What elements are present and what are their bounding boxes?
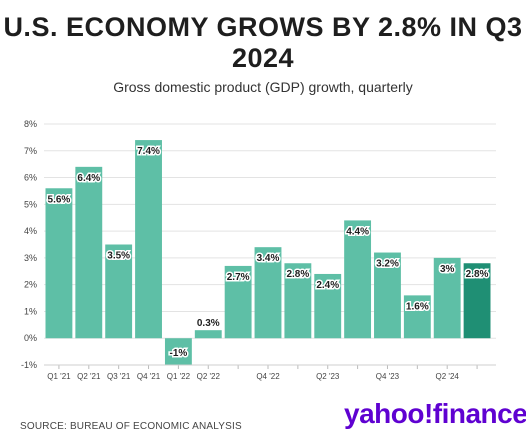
data-label: 2.8% xyxy=(286,269,309,280)
x-tick-label: Q3 '21 xyxy=(107,372,131,381)
y-tick-label: 8% xyxy=(24,119,37,129)
y-tick-label: 2% xyxy=(24,280,37,290)
bar xyxy=(314,273,342,339)
y-tick-label: 3% xyxy=(24,253,37,263)
bar xyxy=(194,330,222,339)
x-tick-label: Q4 '21 xyxy=(137,372,161,381)
data-label: -1% xyxy=(170,348,188,359)
bar xyxy=(164,338,192,365)
x-tick-label: Q1 '22 xyxy=(167,372,191,381)
bar xyxy=(374,252,401,339)
bar xyxy=(105,244,133,339)
data-label: 6.4% xyxy=(77,173,100,184)
x-tick-label: Q4 '22 xyxy=(256,372,280,381)
data-label: 1.6% xyxy=(406,301,429,312)
y-tick-label: 6% xyxy=(24,173,37,183)
chart-subtitle: Gross domestic product (GDP) growth, qua… xyxy=(113,79,413,95)
data-label: 2.7% xyxy=(227,272,250,283)
data-label: 4.4% xyxy=(346,226,369,237)
y-tick-label: 1% xyxy=(24,306,37,316)
y-tick-label: 7% xyxy=(24,146,37,156)
data-label: 7.4% xyxy=(137,146,160,157)
y-tick-label: 0% xyxy=(24,333,37,343)
chart-title: U.S. ECONOMY GROWS BY 2.8% IN Q3 2024 xyxy=(3,12,523,73)
x-tick-label: Q4 '23 xyxy=(376,372,400,381)
bar xyxy=(403,295,431,339)
yahoo-finance-logo: yahoo!finance xyxy=(344,398,526,429)
data-label: 3% xyxy=(440,264,455,275)
bar xyxy=(224,265,252,339)
bar xyxy=(433,257,461,339)
data-label: 5.6% xyxy=(48,194,71,205)
bar xyxy=(135,140,162,339)
x-tick-label: Q2 '21 xyxy=(77,372,101,381)
data-label: 3.5% xyxy=(107,251,130,262)
bar xyxy=(463,263,491,339)
y-tick-label: 5% xyxy=(24,199,37,209)
bar xyxy=(284,263,312,339)
y-tick-label: 4% xyxy=(24,226,37,236)
x-tick-label: Q2 '22 xyxy=(197,372,221,381)
source-note: SOURCE: BUREAU OF ECONOMIC ANALYSIS xyxy=(20,421,242,432)
bar xyxy=(254,247,282,339)
data-label: 2.4% xyxy=(316,280,339,291)
data-label: 3.4% xyxy=(257,253,280,264)
x-tick-label: Q2 '23 xyxy=(316,372,340,381)
y-tick-label: -1% xyxy=(21,360,37,370)
x-tick-label: Q1 '21 xyxy=(47,372,71,381)
bar xyxy=(75,166,103,339)
data-label: 2.8% xyxy=(466,269,489,280)
data-label: 3.2% xyxy=(376,259,399,270)
bar xyxy=(45,188,73,339)
data-label: 0.3% xyxy=(197,318,220,329)
x-tick-label: Q2 '24 xyxy=(436,372,460,381)
bar xyxy=(344,220,372,339)
